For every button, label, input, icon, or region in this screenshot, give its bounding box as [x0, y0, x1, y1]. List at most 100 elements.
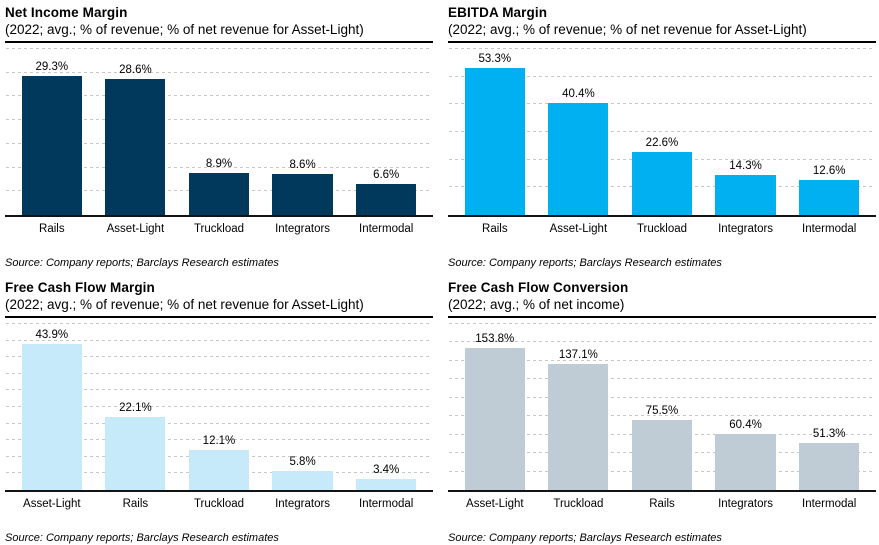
bar-slot: 5.8%: [261, 324, 345, 490]
value-label: 14.3%: [729, 160, 762, 173]
bar-slot: 22.6%: [620, 49, 704, 215]
category-label: Truckload: [636, 223, 688, 235]
bar-slot: 51.3%: [787, 324, 871, 490]
value-label: 29.3%: [35, 61, 69, 74]
gridline: [449, 323, 875, 324]
category-label: Truckload: [553, 498, 604, 510]
bar-slot: 40.4%: [537, 49, 621, 215]
category-label: Rails: [39, 223, 65, 235]
bars: 153.8% 137.1% 75.5% 60.4% 51.3%: [448, 324, 876, 490]
bar: [631, 420, 693, 490]
bar-slot: 137.1%: [537, 324, 621, 490]
bars: 53.3% 40.4% 22.6% 14.3% 12.6%: [448, 49, 876, 215]
chart-title: Free Cash Flow Conversion: [448, 280, 629, 295]
plot-area: 53.3% 40.4% 22.6% 14.3% 12.6%: [448, 48, 876, 217]
bar: [272, 174, 333, 215]
value-label: 8.9%: [205, 157, 233, 170]
bar: [799, 442, 860, 490]
plot-area: 43.9% 22.1% 12.1% 5.8% 3.4%: [5, 323, 433, 492]
chart-subtitle: (2022; avg.; % of net income): [448, 297, 625, 312]
gridline: [6, 166, 432, 168]
source-note: Source: Company reports; Barclays Resear…: [5, 257, 279, 269]
bar: [548, 363, 609, 490]
bar-slot: 53.3%: [453, 49, 537, 215]
bar-slot: 8.9%: [177, 49, 261, 215]
bar: [105, 416, 166, 490]
category-label: Asset-Light: [23, 498, 81, 510]
bar-slot: 43.9%: [10, 324, 94, 490]
chart-title: Net Income Margin: [5, 5, 128, 20]
value-label: 22.1%: [119, 401, 152, 414]
bar-slot: 8.6%: [261, 49, 345, 215]
bar: [21, 76, 82, 215]
category-label: Rails: [122, 498, 149, 510]
value-label: 6.6%: [373, 168, 400, 181]
title-rule: [448, 316, 876, 318]
category-label: Rails: [482, 223, 508, 235]
bar: [464, 348, 525, 490]
category-axis: Asset-Light Rails Truckload Integrators Inte…: [5, 498, 433, 511]
chart-subtitle: (2022; avg.; % of revenue; % of net reve…: [5, 297, 364, 312]
plot-area: 29.3% 28.6% 8.9% 8.6% 6.6%: [5, 48, 433, 217]
chart-subtitle: (2022; avg.; % of revenue; % of net reve…: [448, 22, 807, 37]
value-label: 137.1%: [558, 348, 598, 361]
bar: [356, 183, 417, 215]
gridline: [6, 422, 432, 424]
category-axis: Rails Asset-Light Truckload Integrators Inte…: [448, 223, 876, 236]
source-note: Source: Company reports; Barclays Resear…: [448, 532, 722, 544]
chart-subtitle: (2022; avg.; % of revenue; % of net reve…: [5, 22, 364, 37]
source-note: Source: Company reports; Barclays Resear…: [448, 257, 722, 269]
category-label: Integrators: [275, 223, 331, 235]
bar-slot: 29.3%: [10, 49, 94, 215]
bar: [799, 180, 860, 215]
category-label: Intermodal: [359, 498, 414, 510]
bar: [464, 67, 525, 215]
bar: [631, 152, 693, 215]
gridline: [6, 406, 432, 407]
bar: [21, 344, 82, 490]
value-label: 75.5%: [645, 405, 679, 418]
category-label: Integrators: [275, 498, 331, 510]
value-label: 43.9%: [35, 329, 69, 342]
category-label: Asset-Light: [549, 223, 608, 235]
plot-area: 153.8% 137.1% 75.5% 60.4% 51.3%: [448, 323, 876, 492]
bar-slot: 75.5%: [620, 324, 704, 490]
category-axis: Rails Asset-Light Truckload Integrators Inte…: [5, 223, 433, 236]
value-label: 12.1%: [202, 434, 236, 447]
value-label: 5.8%: [289, 455, 316, 468]
category-label: Truckload: [193, 498, 245, 510]
gridline: [449, 396, 875, 398]
title-rule: [5, 316, 433, 318]
gridline: [6, 95, 432, 97]
bar: [188, 172, 250, 215]
gridline: [449, 359, 875, 361]
value-label: 60.4%: [729, 419, 762, 432]
bar: [715, 175, 776, 215]
value-label: 28.6%: [119, 64, 152, 77]
gridline: [6, 323, 432, 324]
gridline: [6, 356, 432, 358]
chart-title: EBITDA Margin: [448, 5, 548, 20]
bar-slot: 6.6%: [344, 49, 428, 215]
value-label: 3.4%: [373, 463, 400, 476]
category-label: Intermodal: [359, 223, 414, 235]
category-label: Asset-Light: [106, 223, 165, 235]
gridline: [449, 378, 875, 380]
gridline: [6, 142, 432, 144]
chart-free-cash-flow-conversion: Free Cash Flow Conversion (2022; avg.; %…: [448, 279, 876, 545]
value-label: 12.6%: [812, 165, 846, 178]
bar: [356, 478, 417, 490]
category-label: Truckload: [193, 223, 245, 235]
bar: [548, 103, 609, 215]
chart-net-income-margin: Net Income Margin (2022; avg.; % of reve…: [5, 4, 433, 270]
bars: 29.3% 28.6% 8.9% 8.6% 6.6%: [5, 49, 433, 215]
bar: [715, 434, 776, 490]
bar-slot: 12.6%: [787, 49, 871, 215]
chart-ebitda-margin: EBITDA Margin (2022; avg.; % of revenue;…: [448, 4, 876, 270]
category-label: Intermodal: [802, 498, 857, 510]
bar-slot: 14.3%: [704, 49, 788, 215]
gridline: [449, 103, 875, 105]
value-label: 53.3%: [478, 52, 512, 65]
gridline: [6, 339, 432, 341]
